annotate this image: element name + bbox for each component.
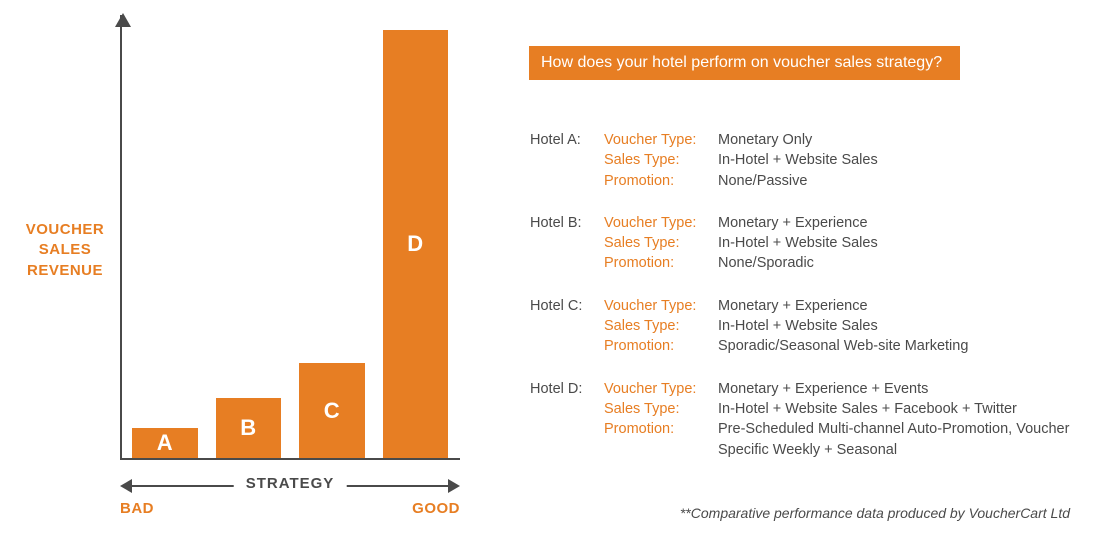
callout-arrow: How does your hotel perform on voucher s… [530, 35, 960, 91]
x-axis-lowhigh-row: BAD GOOD [120, 500, 460, 517]
hotels-table: Hotel A:Voucher Type:Monetary OnlySales … [530, 130, 1080, 482]
attr-value: Monetary Only [718, 130, 1080, 150]
attr-label: Sales Type: [604, 399, 714, 419]
attr-value: In-Hotel + Website Sales [718, 316, 1080, 336]
attr-value: In-Hotel + Website Sales [718, 233, 1080, 253]
attr-value: Pre-Scheduled Multi-channel Auto-Promoti… [718, 419, 1080, 460]
hotel-name [530, 336, 600, 356]
hotel-name: Hotel A: [530, 130, 600, 150]
hotel-name: Hotel C: [530, 296, 600, 316]
attr-label: Voucher Type: [604, 296, 714, 316]
hotel-block-b: Hotel B:Voucher Type:Monetary + Experien… [530, 213, 1080, 274]
attr-label: Promotion: [604, 171, 714, 191]
attr-label: Sales Type: [604, 316, 714, 336]
info-panel: How does your hotel perform on voucher s… [500, 0, 1100, 559]
hotel-name [530, 419, 600, 460]
attr-label: Voucher Type: [604, 213, 714, 233]
hotel-name [530, 316, 600, 336]
attr-value: Monetary + Experience + Events [718, 379, 1080, 399]
attr-label: Promotion: [604, 336, 714, 356]
footnote: **Comparative performance data produced … [680, 505, 1070, 521]
chart-area: ABCD [120, 15, 460, 460]
bar-c: C [299, 363, 365, 458]
callout-text: How does your hotel perform on voucher s… [529, 46, 960, 80]
y-axis-label: VOUCHERSALESREVENUE [20, 220, 110, 281]
attr-label: Promotion: [604, 419, 714, 460]
attr-label: Sales Type: [604, 150, 714, 170]
attr-value: In-Hotel + Website Sales [718, 150, 1080, 170]
x-low-label: BAD [120, 500, 154, 517]
hotel-name: Hotel B: [530, 213, 600, 233]
chart-panel: VOUCHERSALESREVENUE ABCD STRATEGY BAD GO… [0, 0, 500, 559]
x-high-label: GOOD [412, 500, 460, 517]
hotel-block-d: Hotel D:Voucher Type:Monetary + Experien… [530, 379, 1080, 460]
bars-container: ABCD [120, 15, 460, 458]
attr-value: None/Passive [718, 171, 1080, 191]
hotel-name [530, 233, 600, 253]
attr-value: In-Hotel + Website Sales + Facebook + Tw… [718, 399, 1080, 419]
hotel-block-a: Hotel A:Voucher Type:Monetary OnlySales … [530, 130, 1080, 191]
x-axis-label: STRATEGY [234, 475, 347, 492]
arrow-right-icon [448, 479, 460, 493]
attr-value: None/Sporadic [718, 253, 1080, 273]
hotel-name [530, 253, 600, 273]
arrow-line: STRATEGY [132, 485, 448, 487]
x-axis [120, 458, 460, 460]
attr-value: Monetary + Experience [718, 213, 1080, 233]
bar-a: A [132, 428, 198, 458]
attr-label: Voucher Type: [604, 379, 714, 399]
hotel-block-c: Hotel C:Voucher Type:Monetary + Experien… [530, 296, 1080, 357]
attr-label: Voucher Type: [604, 130, 714, 150]
hotel-name [530, 171, 600, 191]
attr-value: Monetary + Experience [718, 296, 1080, 316]
attr-label: Promotion: [604, 253, 714, 273]
attr-value: Sporadic/Seasonal Web-site Marketing [718, 336, 1080, 356]
arrow-left-icon [120, 479, 132, 493]
hotel-name: Hotel D: [530, 379, 600, 399]
attr-label: Sales Type: [604, 233, 714, 253]
bar-d: D [383, 30, 449, 458]
page-container: VOUCHERSALESREVENUE ABCD STRATEGY BAD GO… [0, 0, 1100, 559]
hotel-name [530, 150, 600, 170]
x-axis-double-arrow: STRATEGY [120, 478, 460, 494]
bar-b: B [216, 398, 282, 458]
hotel-name [530, 399, 600, 419]
